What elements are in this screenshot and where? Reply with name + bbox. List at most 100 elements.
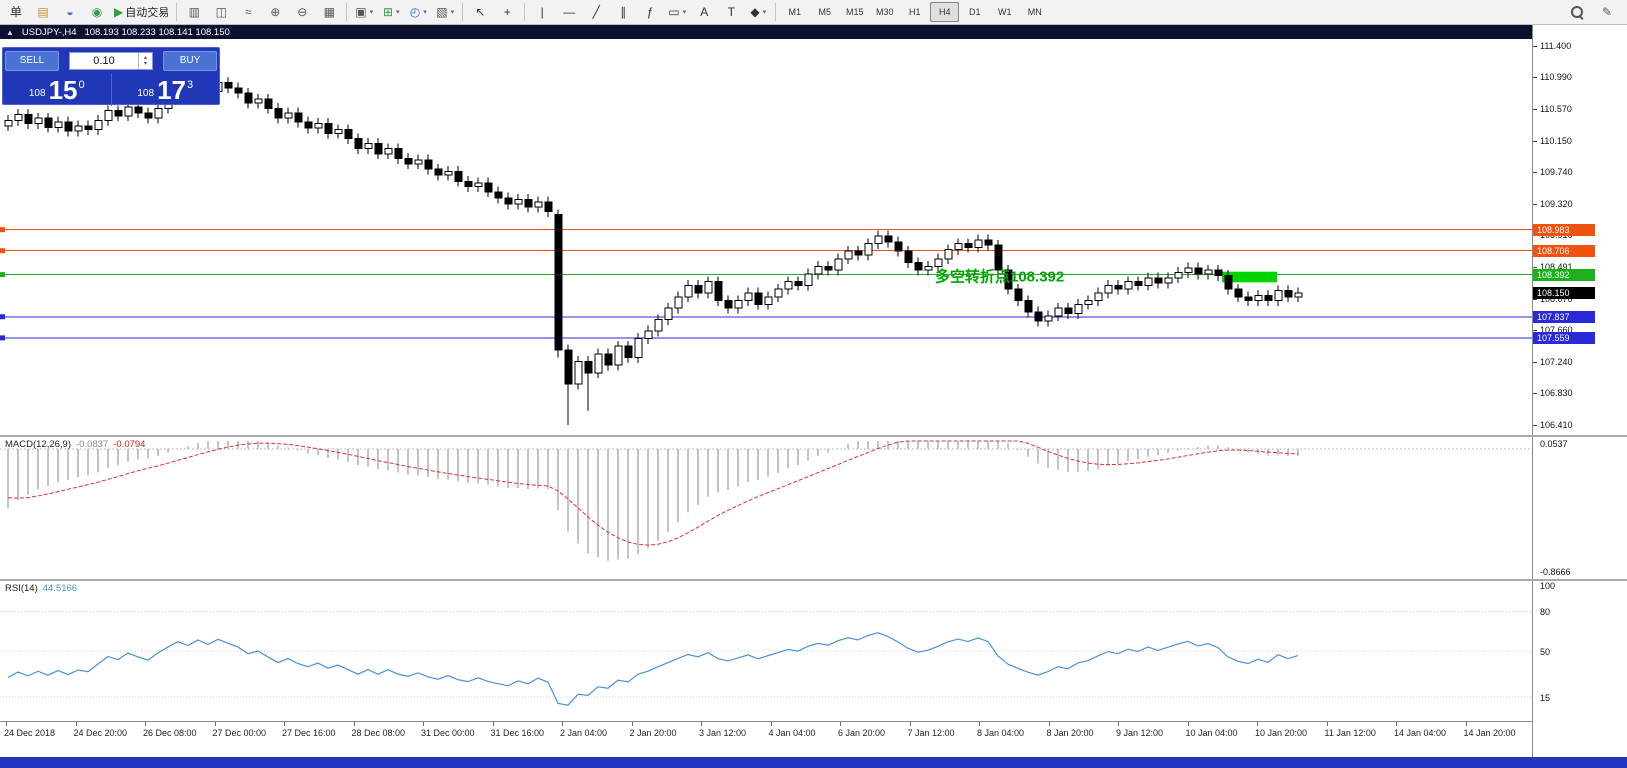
text-icon-glyph: A [700,5,709,19]
buy-price-display[interactable]: 108 17 3 [112,73,220,106]
trendline-icon[interactable]: ╱ [583,1,609,23]
dropdown-arrow-icon[interactable]: ▾ [762,9,767,16]
horizontal-line-icon[interactable]: — [556,1,582,23]
dropdown-arrow-icon[interactable]: ▾ [369,9,374,16]
candle-down [244,92,253,104]
time-axis-tick [353,722,355,726]
timeframe-mn[interactable]: MN [1027,7,1042,17]
charts-window-icon[interactable]: ▤ [30,1,56,23]
edit-icon[interactable]: ✎ [1594,1,1620,23]
text-icon[interactable]: A [691,1,717,23]
candle-up [4,119,13,127]
tile-windows-icon[interactable]: ▦ [316,1,342,23]
price-scale-label: 110.150 [1540,135,1572,146]
sell-price-display[interactable]: 108 15 0 [3,73,112,106]
price-chart[interactable]: 多空转折点108.392 [0,39,1532,435]
lot-spinner-up-icon[interactable]: ▴ [143,54,147,61]
line-handle[interactable] [0,314,5,320]
candle-down [824,265,833,271]
autotrading-button[interactable]: ▶ 自动交易 [111,1,172,23]
sell-button[interactable]: SELL [5,50,59,71]
time-axis-tick [701,722,702,726]
timeframe-h1[interactable]: H1 [908,7,921,17]
one-click-collapse-icon[interactable]: ▲ [6,27,14,37]
sell-price-big: 15 [48,74,78,105]
line-handle[interactable] [0,272,5,278]
line-chart-icon[interactable]: ≈ [235,1,261,23]
timeframe-m15[interactable]: M15 [845,7,864,17]
timeframe-h4[interactable]: H4 [930,2,960,22]
line-handle[interactable] [0,335,5,341]
new-order-button[interactable]: 单 [3,1,29,23]
toolbar-separator [524,3,526,21]
taskbar[interactable] [0,757,1627,768]
cursor-icon[interactable]: ↖ [467,1,493,23]
candle-down [304,121,313,129]
time-axis[interactable]: 24 Dec 2018 24 Dec 20:00 26 Dec 08:00 27 De… [0,721,1627,757]
periods-icon[interactable]: ◴ ▾ [405,1,431,23]
lot-spinner[interactable]: ▴ ▾ [138,52,152,69]
vertical-line-icon[interactable]: | [529,1,555,23]
macd-rsi-splitter[interactable] [0,579,1627,581]
dropdown-arrow-icon[interactable]: ▾ [450,9,455,16]
line-handle[interactable] [0,248,5,254]
candle-down [564,349,573,385]
indicators-icon[interactable]: ⊞ ▾ [378,1,404,23]
profile-icon-glyph: ◒ [66,5,74,19]
candle-up [684,284,693,298]
candle-down [524,199,533,208]
timeframe-w1[interactable]: W1 [997,7,1012,17]
zoom-out-icon[interactable]: ⊖ [289,1,315,23]
rsi-panel[interactable] [0,581,1532,721]
candle-down [994,244,1003,271]
buy-button[interactable]: BUY [163,50,217,71]
candle-up [664,307,673,321]
profile-icon[interactable]: ◒ [57,1,83,23]
candle-up [74,125,83,132]
equidistant-channel-icon[interactable]: ∥ [610,1,636,23]
search-icon[interactable] [1564,1,1590,23]
candlestick-chart-icon[interactable]: ◫ [208,1,234,23]
macd-panel[interactable] [0,437,1532,579]
charts-window-icon-glyph: ▤ [37,5,49,19]
sell-price-sup: 0 [78,78,85,91]
timeframe-m30[interactable]: M30 [875,7,894,17]
timeframe-m1[interactable]: M1 [788,7,801,17]
candle-down [1004,269,1013,290]
dropdown-arrow-icon[interactable]: ▾ [423,9,427,16]
candle-up [34,117,43,125]
time-axis-tick [6,722,7,726]
shapes-icon[interactable]: ▭ ▾ [664,1,690,23]
chart-annotation-text[interactable]: 多空转折点108.392 [935,268,1064,286]
dropdown-arrow-icon[interactable]: ▾ [682,9,687,16]
time-axis-tick [145,722,146,726]
arrow-objects-icon[interactable]: ◆ ▾ [745,1,771,23]
chart-macd-splitter[interactable] [0,435,1627,437]
lot-spinner-down-icon[interactable]: ▾ [143,60,147,67]
price-scale[interactable]: 111.400 110.990 110.570 110.150 109.740 109.3… [1532,25,1627,757]
templates-icon[interactable]: ▧ ▾ [432,1,458,23]
lot-size-field[interactable]: 0.10 ▴ ▾ [69,51,153,70]
current-price-badge: 108.150 [1533,286,1595,299]
candle-up [1204,269,1213,275]
candle-up [1274,290,1283,302]
candle-up [1184,267,1193,273]
dropdown-arrow-icon[interactable]: ▾ [396,9,400,16]
label-icon[interactable]: T [718,1,744,23]
toolbar-right-group: ✎ [1564,1,1624,23]
horizontal-line-icon-glyph: — [563,5,576,19]
lot-size-value[interactable]: 0.10 [93,54,115,67]
highlight-rectangle[interactable] [1222,271,1277,283]
candle-up [874,235,883,245]
bar-chart-icon[interactable]: ▥ [181,1,207,23]
line-handle[interactable] [0,227,5,233]
fibonacci-icon[interactable]: ƒ [637,1,663,23]
time-axis-tick [770,722,772,726]
community-icon[interactable]: ◉ [84,1,110,23]
crosshair-icon[interactable]: + [494,1,520,23]
zoom-in-icon[interactable]: ⊕ [262,1,288,23]
cascade-windows-icon[interactable]: ▣ ▾ [351,1,377,23]
timeframe-d1[interactable]: D1 [968,7,981,17]
timeframe-m5[interactable]: M5 [818,7,831,17]
